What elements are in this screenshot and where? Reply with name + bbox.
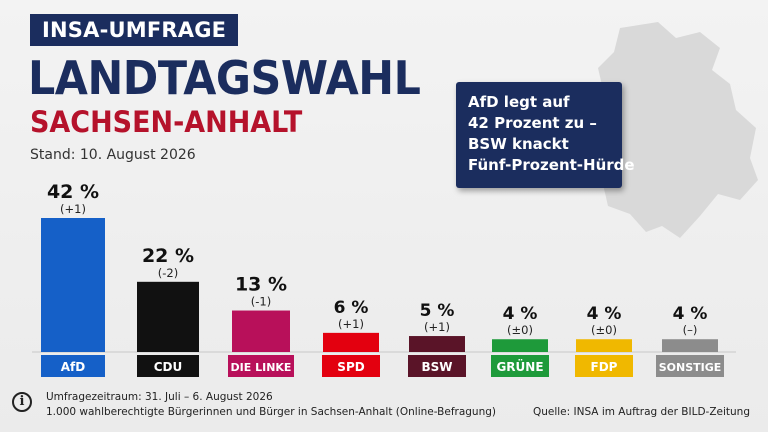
- change-label: (–): [683, 323, 698, 337]
- category-label-box: [408, 355, 466, 377]
- category-label: SONSTIGE: [659, 361, 722, 374]
- callout-line: BSW knackt: [468, 135, 569, 153]
- state-map-silhouette: [584, 22, 758, 238]
- callout-line: AfD legt auf: [468, 93, 570, 111]
- category-label-box: [322, 355, 380, 377]
- category-label-box: [656, 355, 724, 377]
- date-stamp: Stand: 10. August 2026: [30, 147, 196, 163]
- change-label: (-1): [251, 295, 271, 309]
- page-subtitle: SACHSEN-ANHALT: [30, 105, 303, 139]
- change-label: (+1): [338, 317, 364, 331]
- category-label-box: [41, 355, 105, 377]
- change-label: (±0): [591, 323, 617, 337]
- survey-tag: INSA-UMFRAGE: [30, 14, 239, 46]
- category-label: AfD: [61, 360, 86, 374]
- callout-line: Fünf-Prozent-Hürde: [468, 156, 635, 174]
- value-label: 4 %: [503, 304, 538, 324]
- bar-spd: [323, 332, 379, 352]
- value-label: 6 %: [334, 298, 369, 318]
- value-label: 5 %: [420, 301, 455, 321]
- info-icon: i: [12, 392, 32, 412]
- bar-die-linke: [232, 310, 290, 352]
- bar-bsw: [409, 336, 465, 352]
- survey-sample: 1.000 wahlberechtigte Bürgerinnen und Bü…: [46, 406, 497, 418]
- page-title: LANDTAGSWAHL: [28, 51, 421, 105]
- change-label: (+1): [424, 320, 450, 334]
- headline-callout: AfD legt auf 42 Prozent zu – BSW knackt …: [456, 82, 635, 188]
- category-label-box: [575, 355, 633, 377]
- category-label: DIE LINKE: [231, 361, 292, 374]
- category-label: BSW: [421, 360, 452, 374]
- callout-line: 42 Prozent zu –: [468, 114, 597, 132]
- change-label: (±0): [507, 323, 533, 337]
- change-label: (-2): [158, 266, 178, 280]
- change-label: (+1): [60, 202, 86, 216]
- category-label: CDU: [154, 360, 183, 374]
- bar-afd: [41, 218, 105, 352]
- value-label: 4 %: [673, 304, 708, 324]
- value-label: 13 %: [235, 274, 287, 296]
- category-label-box: [137, 355, 199, 377]
- category-label: FDP: [591, 360, 618, 374]
- category-label: SPD: [337, 360, 364, 374]
- bar-fdp: [576, 339, 632, 352]
- category-label: GRÜNE: [496, 359, 543, 374]
- category-label-box: [491, 355, 549, 377]
- bar-sonstige: [662, 339, 718, 352]
- bar-cdu: [137, 281, 199, 352]
- category-label-box: [228, 355, 294, 377]
- survey-period: Umfragezeitraum: 31. Juli – 6. August 20…: [46, 391, 273, 403]
- bar-grüne: [492, 339, 548, 352]
- source-note: Quelle: INSA im Auftrag der BILD-Zeitung: [532, 406, 750, 418]
- value-label: 22 %: [142, 245, 194, 267]
- value-label: 4 %: [587, 304, 622, 324]
- value-label: 42 %: [47, 181, 99, 203]
